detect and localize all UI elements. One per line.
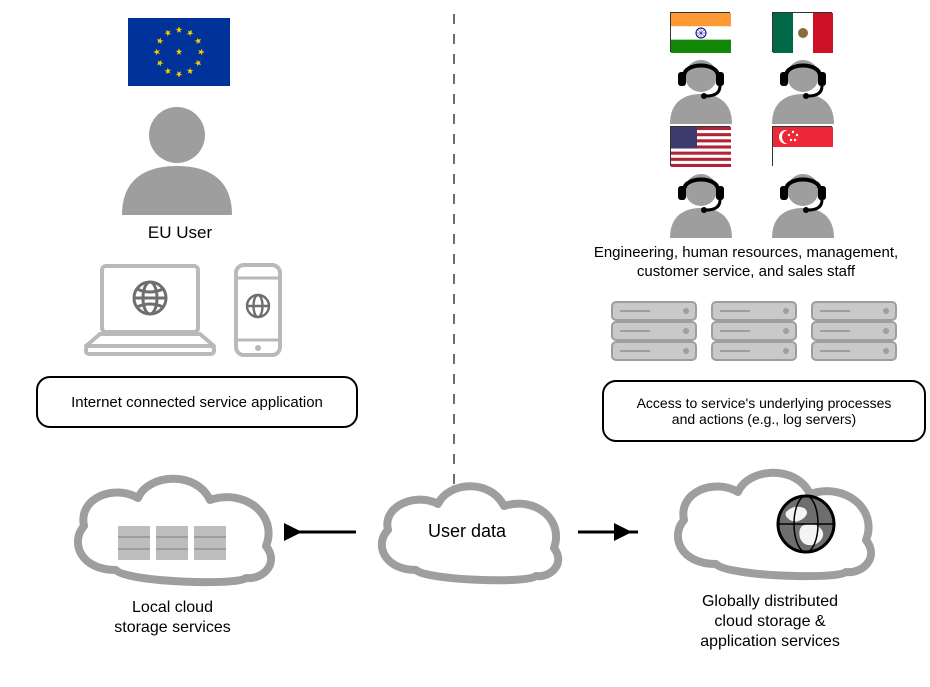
access-box-text: Access to service's underlying processes… [637, 395, 892, 427]
mexico-flag [772, 12, 832, 52]
internet-app-box: Internet connected service application [36, 376, 358, 428]
user-data-label: User data [362, 520, 572, 543]
laptop-icon [80, 260, 220, 360]
headset-person-icon [662, 168, 740, 238]
server-rack-icon [610, 300, 698, 364]
singapore-flag [772, 126, 832, 166]
global-cloud-label: Globally distributed cloud storage & app… [660, 592, 880, 652]
phone-icon [232, 262, 284, 358]
staff-label: Engineering, human resources, management… [566, 244, 926, 282]
server-rack-icon [810, 300, 898, 364]
headset-person-icon [764, 54, 842, 124]
internet-app-text: Internet connected service application [71, 394, 323, 411]
eu-user-icon [112, 100, 242, 215]
local-cloud-label: Local cloud storage services [80, 598, 265, 638]
headset-person-icon [764, 168, 842, 238]
local-cloud-icon [56, 460, 286, 590]
eu-user-label: EU User [115, 222, 245, 243]
usa-flag [670, 126, 730, 166]
headset-person-icon [662, 54, 740, 124]
server-rack-icon [710, 300, 798, 364]
eu-flag [128, 18, 230, 86]
access-box: Access to service's underlying processes… [602, 380, 926, 442]
global-cloud-icon [656, 454, 886, 584]
india-flag [670, 12, 730, 52]
